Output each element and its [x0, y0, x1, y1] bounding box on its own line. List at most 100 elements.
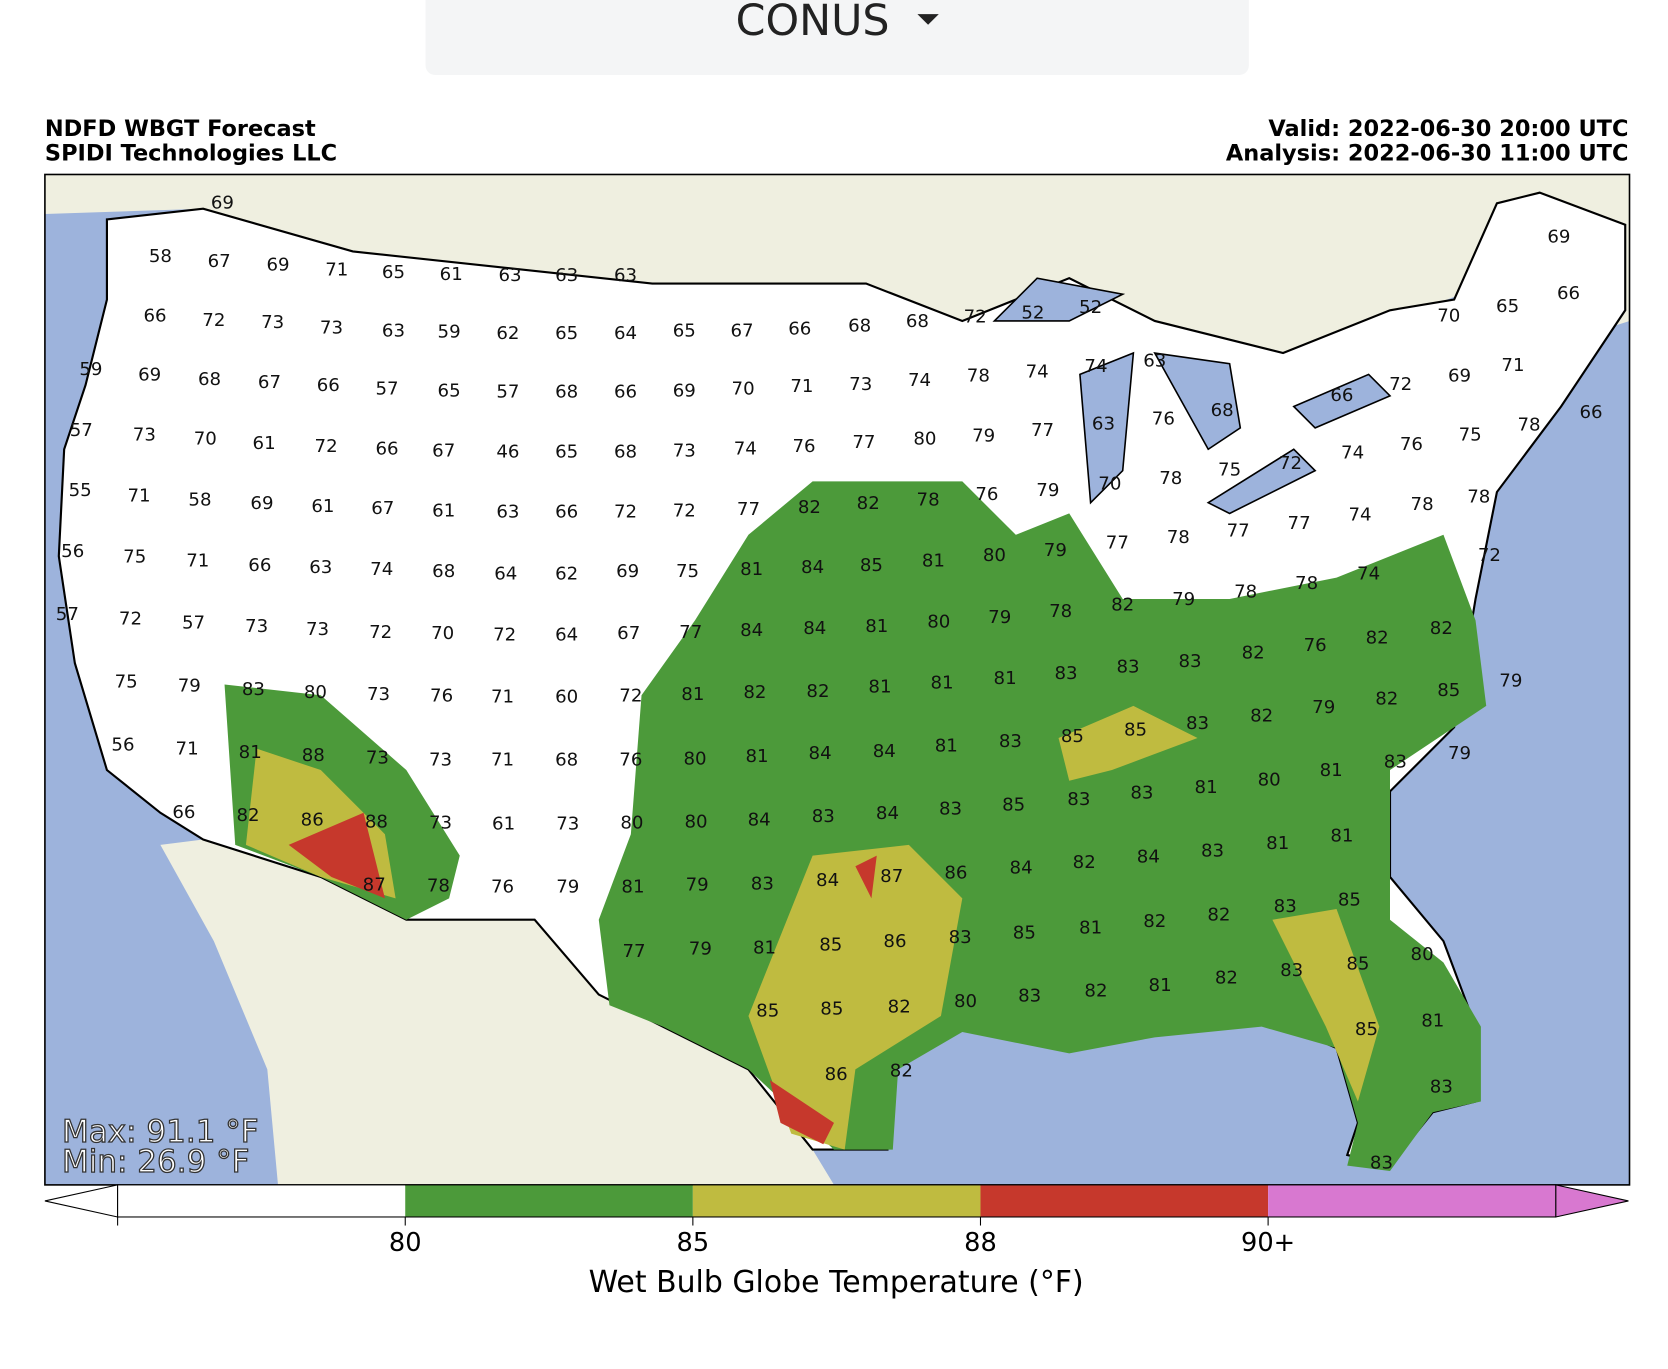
dropdown-caret[interactable] — [917, 14, 939, 25]
station-value: 73 — [261, 312, 284, 333]
station-value: 83 — [1280, 960, 1303, 981]
station-value: 62 — [555, 563, 578, 584]
station-value: 71 — [491, 749, 514, 770]
station-value: 66 — [143, 306, 166, 327]
station-value: 85 — [1124, 719, 1147, 740]
station-value: 80 — [620, 813, 643, 834]
station-value: 72 — [964, 307, 987, 328]
station-value: 81 — [930, 672, 953, 693]
station-value: 75 — [1459, 424, 1482, 445]
station-value: 82 — [1242, 642, 1265, 663]
station-value: 62 — [496, 323, 519, 344]
station-value: 68 — [1211, 400, 1234, 421]
station-value: 76 — [491, 877, 514, 898]
station-value: 63 — [555, 265, 578, 286]
station-value: 61 — [440, 264, 463, 285]
station-value: 68 — [432, 561, 455, 582]
station-value: 77 — [1106, 532, 1129, 553]
station-value: 84 — [809, 743, 832, 764]
colorbar-extend-low — [44, 1184, 119, 1218]
station-value: 82 — [1375, 688, 1398, 709]
station-value: 82 — [806, 681, 829, 702]
station-value: 76 — [1304, 635, 1327, 656]
station-value: 77 — [1227, 521, 1250, 542]
dropdown-label[interactable]: CONUS — [736, 0, 890, 46]
station-value: 83 — [1274, 896, 1297, 917]
station-value: 74 — [1357, 563, 1380, 584]
valid-time: Valid: 2022-06-30 20:00 UTC — [1268, 116, 1628, 142]
station-value: 76 — [793, 436, 816, 457]
station-value: 76 — [975, 484, 998, 505]
station-value: 70 — [194, 429, 217, 450]
station-value: 73 — [556, 814, 579, 835]
station-value: 81 — [1195, 777, 1218, 798]
wbgt-88-90 — [288, 812, 877, 1145]
station-value: 80 — [927, 611, 950, 632]
station-value: 80 — [954, 991, 977, 1012]
station-value: 82 — [1215, 968, 1238, 989]
station-value: 65 — [382, 262, 405, 283]
station-value: 75 — [115, 671, 138, 692]
station-value: 85 — [819, 934, 842, 955]
station-value: 84 — [873, 741, 896, 762]
station-value: 83 — [999, 731, 1022, 752]
mexico — [160, 839, 834, 1185]
station-value: 80 — [1411, 944, 1434, 965]
station-value: 63 — [498, 265, 521, 286]
wbgt-85-88 — [748, 705, 1380, 1150]
station-value: 66 — [555, 501, 578, 522]
station-value: 83 — [242, 679, 265, 700]
station-value: 82 — [1143, 911, 1166, 932]
station-value: 85 — [820, 999, 843, 1020]
map: Max: 91.1 °F Min: 26.9 °F — [44, 174, 1630, 1185]
station-value: 74 — [1084, 356, 1107, 377]
station-value: 63 — [382, 321, 405, 342]
dropdown[interactable]: CONUS — [425, 0, 1249, 76]
station-value: 76 — [1152, 408, 1175, 429]
station-value: 78 — [967, 366, 990, 387]
station-value: 63 — [614, 265, 637, 286]
colorbar-segment — [980, 1184, 1269, 1217]
station-value: 83 — [1430, 1077, 1453, 1098]
station-value: 65 — [555, 323, 578, 344]
station-value: 82 — [1366, 628, 1389, 649]
station-value: 74 — [1026, 361, 1049, 382]
station-value: 67 — [208, 251, 231, 272]
station-value: 67 — [258, 372, 281, 393]
station-value: 66 — [172, 802, 195, 823]
colorbar-segment — [405, 1184, 693, 1217]
station-value: 72 — [673, 500, 696, 521]
station-value: 69 — [250, 493, 273, 514]
station-value: 85 — [1338, 889, 1361, 910]
station-value: 69 — [211, 192, 234, 213]
station-value: 64 — [555, 624, 578, 645]
station-value: 84 — [740, 620, 763, 641]
station-value: 69 — [673, 381, 696, 402]
station-value: 79 — [556, 877, 579, 898]
station-value: 66 — [614, 382, 637, 403]
station-value: 66 — [788, 319, 811, 340]
great-lakes — [992, 277, 1392, 515]
station-value: 73 — [320, 317, 343, 338]
station-value: 61 — [432, 500, 455, 521]
station-value: 84 — [801, 557, 824, 578]
station-value: 72 — [614, 501, 637, 522]
station-value: 82 — [1430, 618, 1453, 639]
station-value: 81 — [1320, 760, 1343, 781]
map-source: SPIDI Technologies LLC — [45, 141, 337, 167]
dropdown-box[interactable] — [425, 0, 1249, 76]
station-value: 85 — [756, 1001, 779, 1022]
station-value: 79 — [1312, 697, 1335, 718]
station-value: 76 — [430, 685, 453, 706]
station-value: 66 — [317, 375, 340, 396]
station-value: 82 — [237, 805, 260, 826]
station-value: 81 — [239, 742, 262, 763]
station-value: 78 — [1467, 486, 1490, 507]
station-value: 83 — [1116, 656, 1139, 677]
station-value: 79 — [1499, 670, 1522, 691]
station-value: 88 — [365, 811, 388, 832]
station-value: 69 — [138, 364, 161, 385]
station-value: 64 — [614, 323, 637, 344]
station-value: 77 — [1031, 420, 1054, 441]
